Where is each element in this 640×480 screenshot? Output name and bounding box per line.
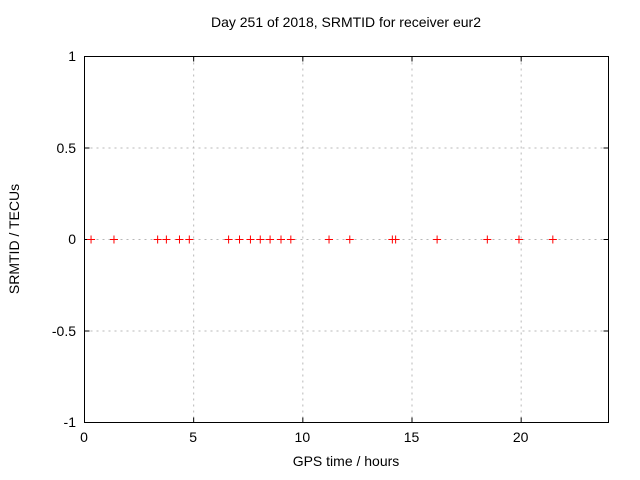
x-tick-label: 20 xyxy=(512,429,529,445)
y-tick-label: 0 xyxy=(68,231,76,247)
data-point-marker xyxy=(235,235,244,244)
data-point-marker xyxy=(277,235,285,244)
data-point-marker xyxy=(162,235,171,244)
data-point-marker xyxy=(483,235,492,244)
data-point-marker xyxy=(548,235,557,244)
data-point-marker xyxy=(87,235,96,244)
data-point-marker xyxy=(153,235,162,244)
y-tick-label: -1 xyxy=(63,414,76,430)
data-point-marker xyxy=(175,235,184,244)
y-tick-label: 1 xyxy=(68,48,76,64)
data-point-marker xyxy=(391,235,400,244)
x-tick-label: 15 xyxy=(403,429,420,445)
plot-area xyxy=(84,56,609,423)
y-tick-label: -0.5 xyxy=(51,322,76,339)
chart-title: Day 251 of 2018, SRMTID for receiver eur… xyxy=(210,14,481,30)
x-tick-label: 5 xyxy=(189,429,198,445)
y-tick-label: 0.5 xyxy=(56,139,76,156)
data-point-marker xyxy=(345,235,354,244)
data-point-marker xyxy=(246,235,255,244)
data-point-marker xyxy=(286,235,295,244)
x-tick-label: 0 xyxy=(80,429,88,445)
data-point-marker xyxy=(514,235,523,244)
data-point-marker xyxy=(266,235,275,244)
x-tick-label: 10 xyxy=(294,429,311,445)
data-point-marker xyxy=(109,235,118,244)
data-point-marker xyxy=(433,235,442,244)
data-point-marker xyxy=(256,235,265,244)
data-point-marker xyxy=(185,235,194,244)
data-point-marker xyxy=(325,235,334,244)
data-point-marker xyxy=(224,235,233,244)
x-axis-label: GPS time / hours xyxy=(292,453,400,469)
